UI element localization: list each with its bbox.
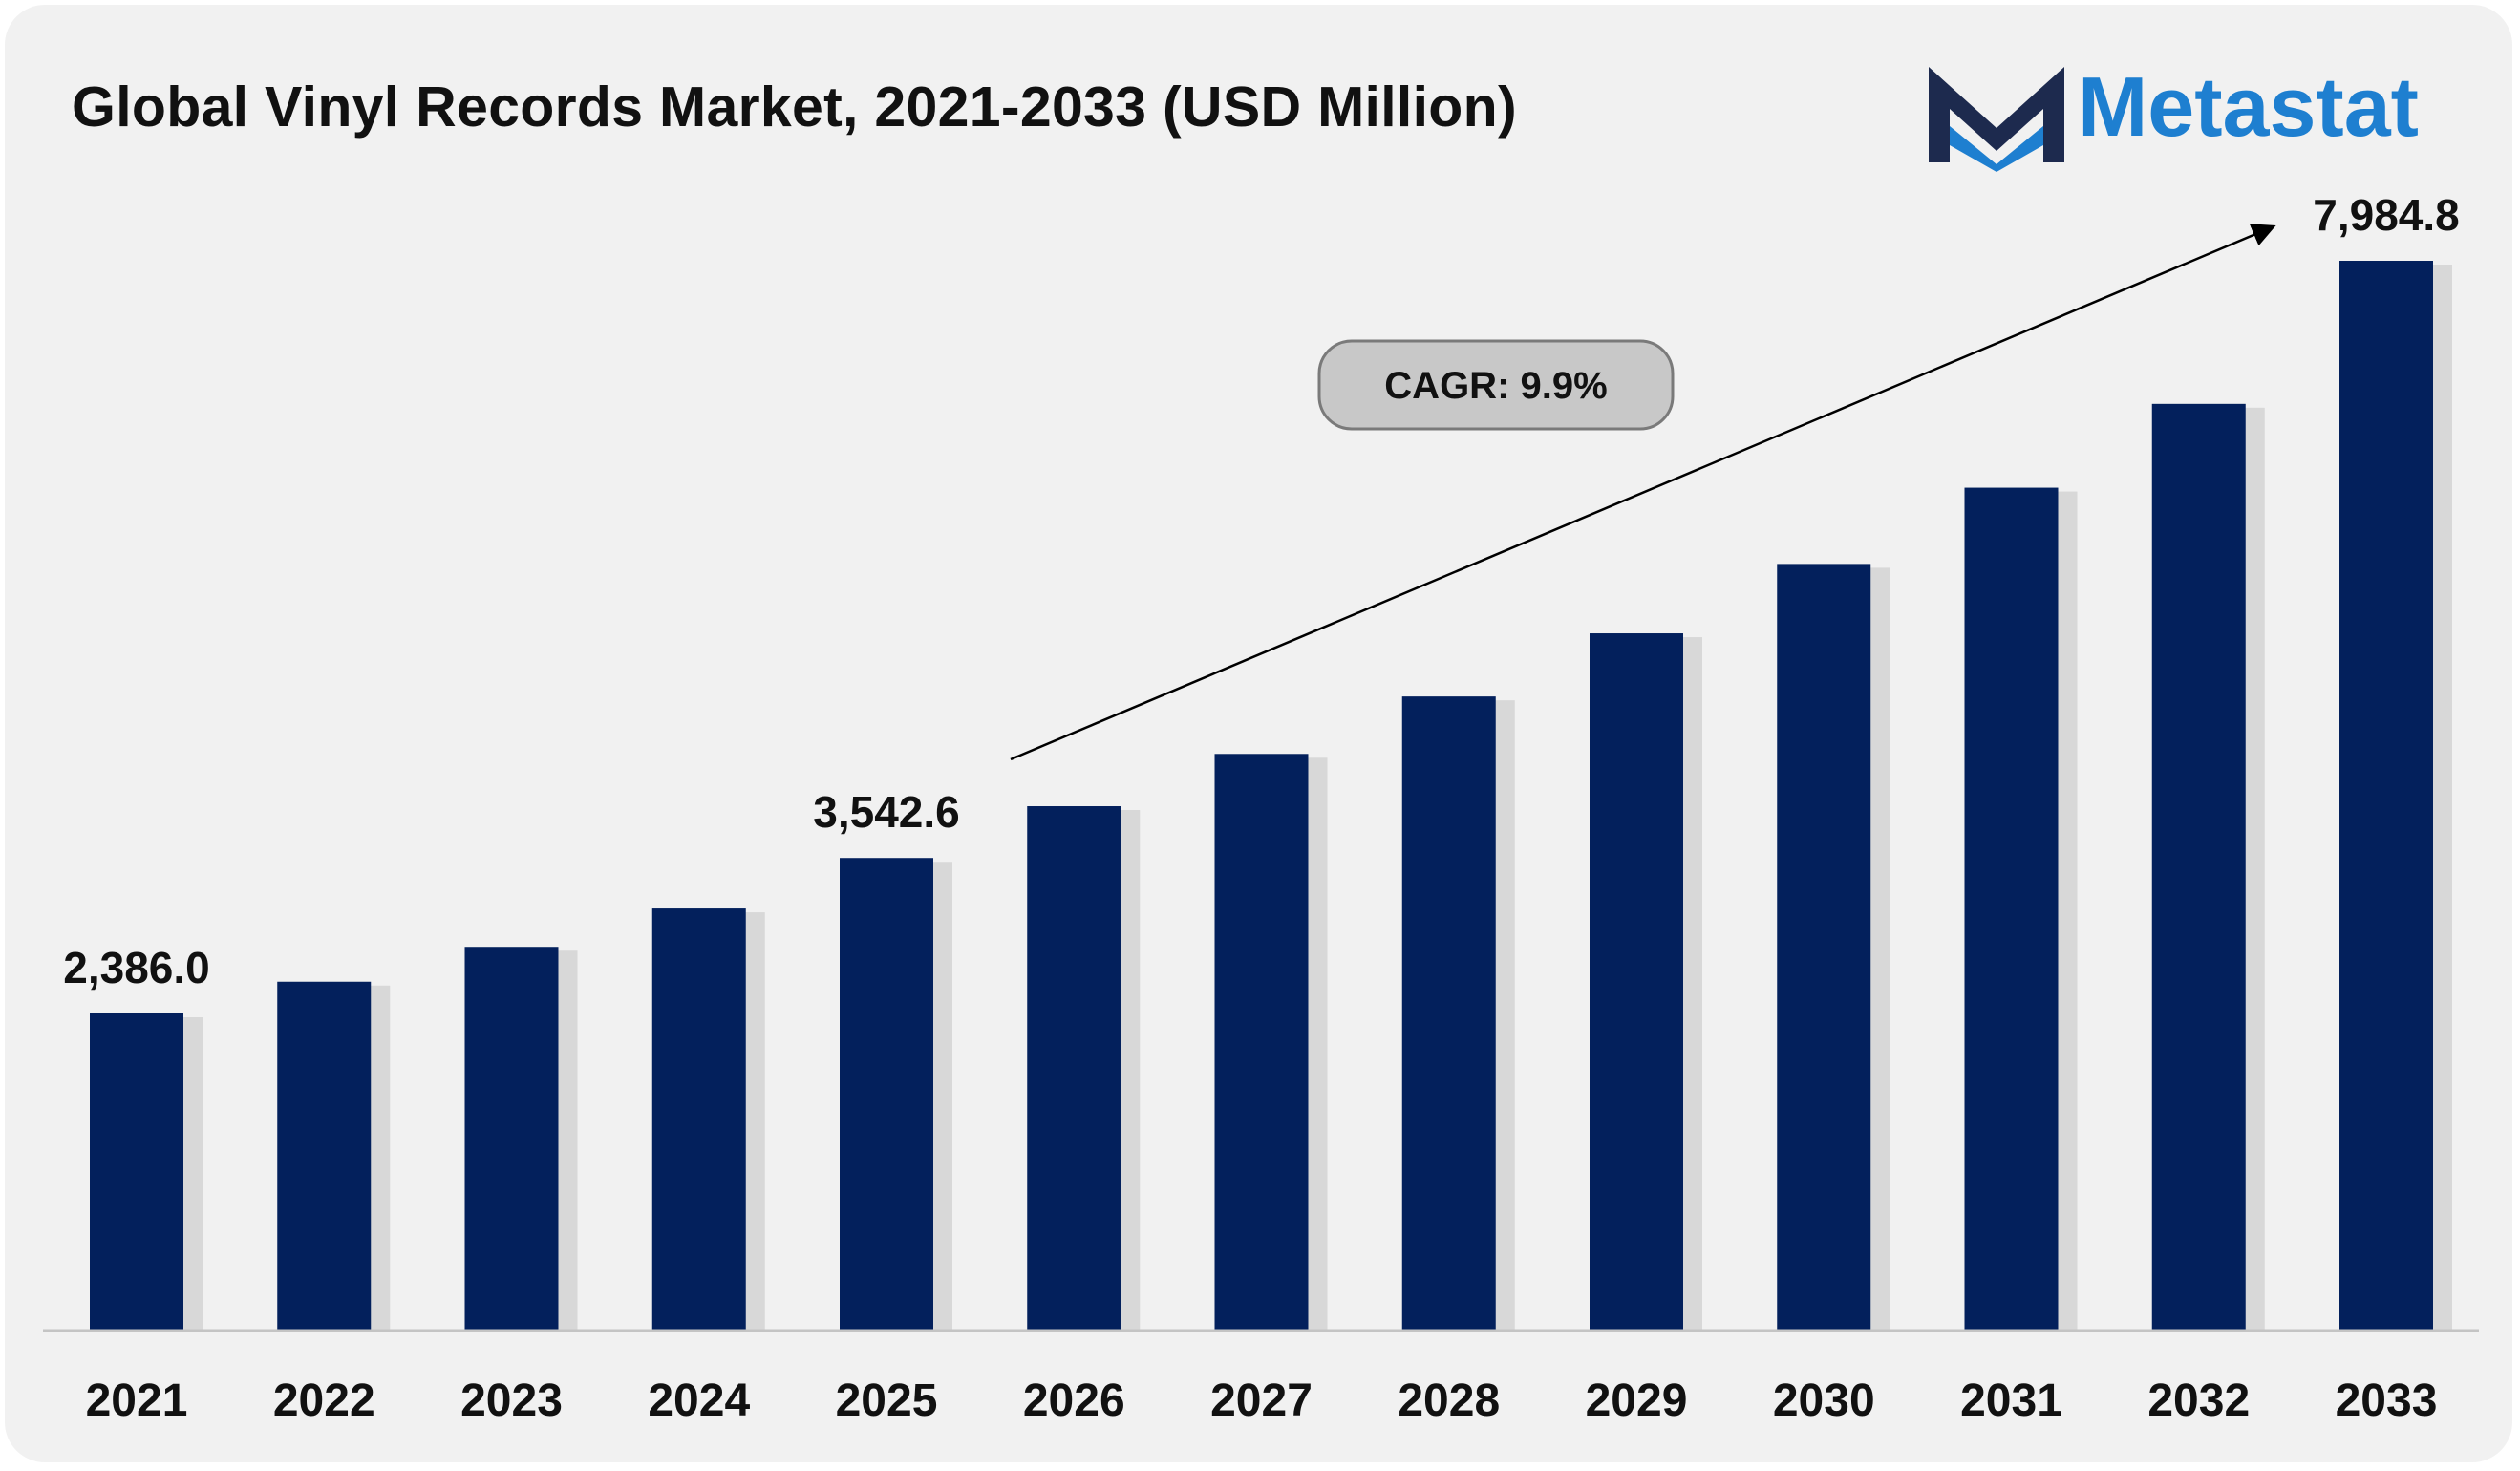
bar-2032: [2151, 403, 2246, 1331]
bar-2027: [1214, 754, 1309, 1331]
x-tick-label: 2023: [460, 1375, 563, 1426]
bars-group: [90, 261, 2452, 1331]
x-tick-label: 2030: [1773, 1375, 1875, 1426]
x-tick-label: 2021: [86, 1375, 188, 1426]
x-tick-label: 2024: [648, 1375, 750, 1426]
x-tick-label: 2032: [2147, 1375, 2250, 1426]
x-tick-label: 2033: [2336, 1375, 2438, 1426]
metastat-m-logo-icon: [1929, 67, 2064, 172]
data-label-2021: 2,386.0: [63, 943, 209, 992]
bar-2033: [2339, 261, 2433, 1331]
bar-2030: [1777, 564, 1871, 1331]
x-tick-label: 2029: [1586, 1375, 1688, 1426]
data-label-2033: 7,984.8: [2313, 190, 2459, 240]
metastat-logo: Metastat: [1925, 59, 2460, 174]
bar-2022: [277, 981, 372, 1331]
bar-2031: [1964, 487, 2059, 1331]
bar-2025: [840, 858, 933, 1331]
data-label-2025: 3,542.6: [813, 787, 959, 837]
bar-2029: [1590, 633, 1683, 1331]
x-tick-label: 2026: [1023, 1375, 1125, 1426]
trend-arrow-line: [1010, 224, 2276, 761]
cagr-badge: CAGR: 9.9%: [1317, 339, 1675, 431]
x-tick-label: 2027: [1210, 1375, 1313, 1426]
cagr-label: CAGR: 9.9%: [1384, 365, 1607, 407]
x-tick-label: 2025: [836, 1375, 938, 1426]
bar-2021: [90, 1013, 183, 1331]
x-tick-label: 2031: [1960, 1375, 2062, 1426]
chart-title: Global Vinyl Records Market, 2021-2033 (…: [72, 75, 1517, 139]
cagr-badge-box: [1317, 339, 1675, 431]
x-tick-label: 2028: [1398, 1375, 1500, 1426]
data-labels: 2,386.0 3,542.6 7,984.8: [63, 190, 2459, 992]
x-tick-labels: 2021 2022 2023 2024 2025 2026 2027 2028 2029 2030…: [86, 1375, 2438, 1426]
bar-2028: [1401, 696, 1496, 1331]
bar-2023: [464, 947, 559, 1331]
bar-2026: [1027, 806, 1121, 1331]
bar-2024: [651, 908, 746, 1331]
cagr-trend-arrow: [1010, 224, 2276, 761]
x-tick-label: 2022: [273, 1375, 375, 1426]
logo-text: Metastat: [2078, 59, 2419, 154]
